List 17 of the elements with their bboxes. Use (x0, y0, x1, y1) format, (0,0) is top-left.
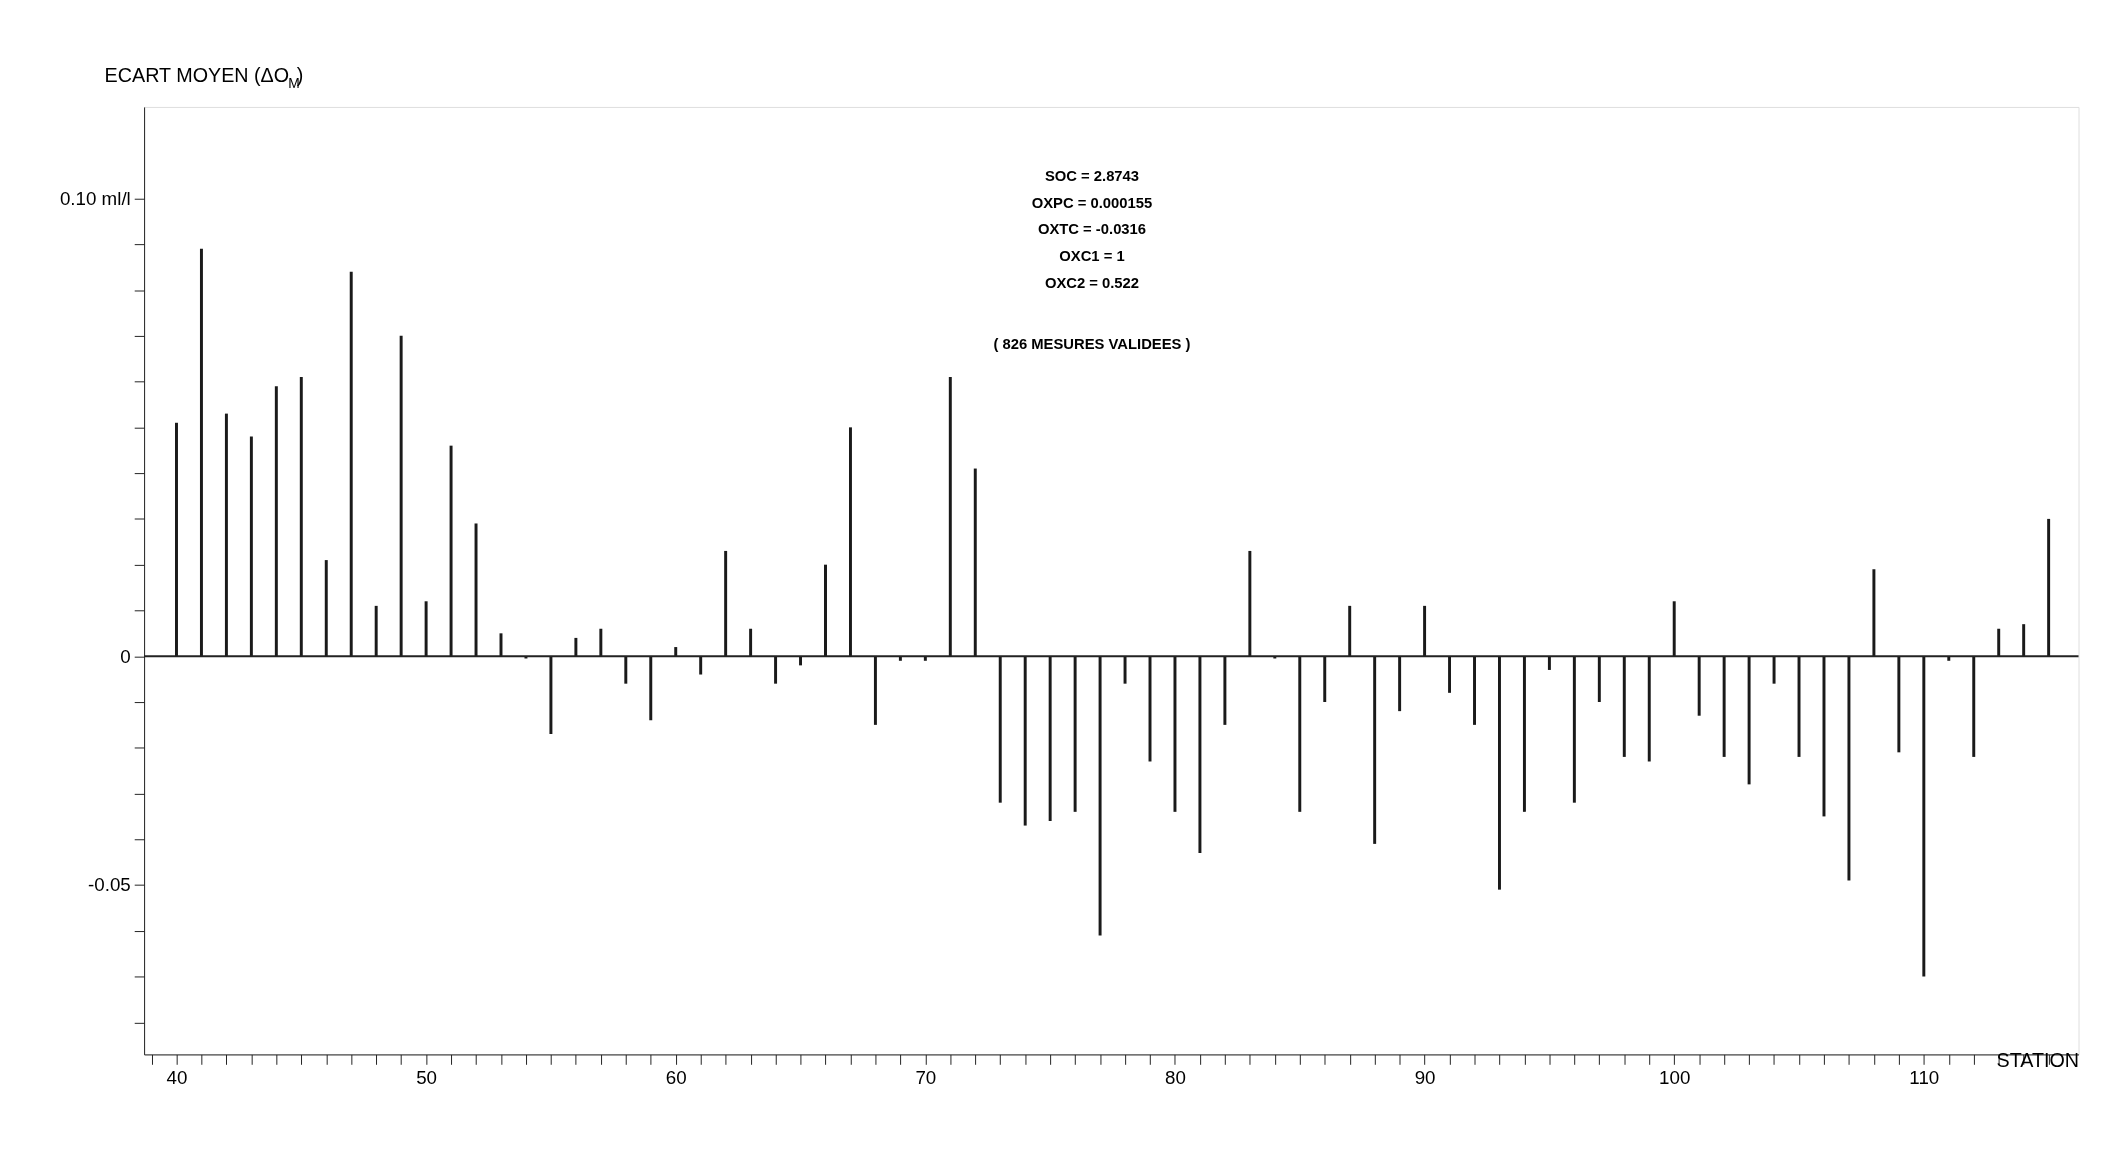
x-tick-label: 100 (1659, 1066, 1691, 1088)
x-tick-label: 80 (1165, 1066, 1186, 1088)
annotation: SOC = 2.8743 (1044, 167, 1140, 184)
x-tick-label: 90 (1414, 1066, 1436, 1088)
x-tick-label: 60 (665, 1066, 687, 1088)
x-tick-label: 50 (416, 1066, 438, 1088)
x-tick-label: 40 (166, 1066, 188, 1088)
annotation: OXC2 = 0.522 (1044, 274, 1140, 291)
annotation: OXPC = 0.000155 (1031, 194, 1153, 211)
y-tick-label: -0.05 (88, 874, 131, 896)
y-tick-label: 0 (120, 645, 131, 667)
annotation: ( 826 MESURES VALIDEES ) (993, 335, 1191, 352)
x-tick-label: 110 (1909, 1066, 1940, 1088)
y-tick-label: 0.10 ml/l (59, 187, 131, 209)
annotation: OXTC = -0.0316 (1037, 221, 1147, 238)
annotation: OXC1 = 1 (1059, 247, 1125, 264)
x-tick-label: 70 (915, 1066, 937, 1088)
